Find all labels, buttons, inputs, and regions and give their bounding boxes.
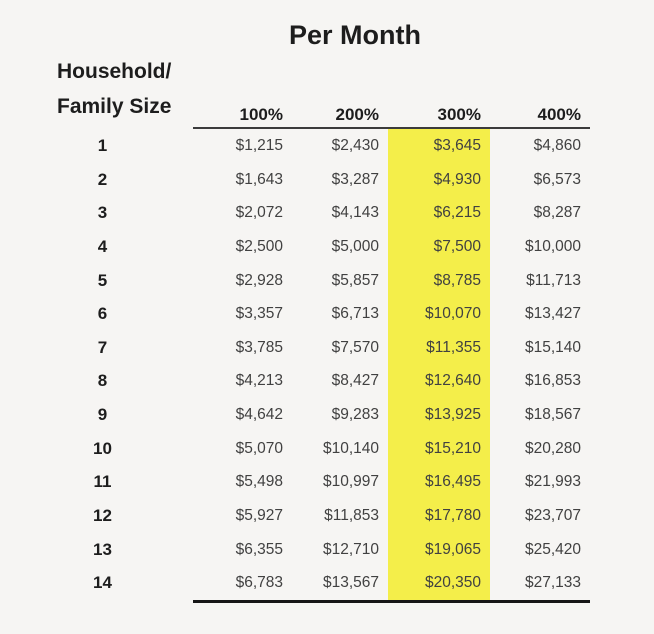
value-cell-highlighted: $10,070: [388, 297, 490, 331]
value-cell: $3,785: [235, 338, 283, 356]
value-cell: $16,853: [524, 372, 581, 390]
table-title: Per Month: [289, 20, 421, 50]
column-header-100: 100%: [239, 105, 283, 124]
bottom-rule: [193, 600, 590, 603]
value-cell: $15,140: [524, 338, 581, 356]
header-rule: [193, 127, 590, 129]
family-size-cell: 13: [93, 539, 112, 559]
value-cell-highlighted: $4,930: [388, 162, 490, 197]
value-cell: $5,498: [235, 473, 283, 491]
table-row: 4 $2,500 $5,000 $7,500 $10,000: [0, 229, 590, 264]
household-header-line1: Household/: [57, 60, 172, 83]
column-header-200: 200%: [335, 105, 379, 124]
table-row: 3 $2,072 $4,143 $6,215 $8,287: [0, 196, 590, 230]
table-row: 9 $4,642 $9,283 $13,925 $18,567: [0, 398, 590, 432]
value-cell: $5,070: [235, 439, 283, 457]
value-cell: $8,427: [331, 372, 379, 390]
table-row: 1 $1,215 $2,430 $3,645 $4,860: [0, 129, 590, 163]
column-header-300: 300%: [437, 105, 481, 124]
table-row: 2 $1,643 $3,287 $4,930 $6,573: [0, 162, 590, 197]
family-size-cell: 7: [97, 337, 108, 357]
value-cell-highlighted: $11,355: [388, 330, 490, 365]
table-row: 6 $3,357 $6,713 $10,070 $13,427: [0, 297, 590, 331]
family-size-cell: 4: [97, 236, 108, 256]
value-cell: $3,287: [331, 170, 379, 188]
value-cell: $2,928: [235, 271, 283, 289]
value-cell: $2,430: [331, 137, 379, 154]
value-cell: $11,853: [324, 506, 379, 524]
value-cell-highlighted: $8,785: [388, 263, 490, 298]
table-row: 7 $3,785 $7,570 $11,355 $15,140: [0, 330, 590, 365]
value-cell: $25,420: [524, 540, 581, 558]
value-cell: $4,143: [331, 204, 379, 222]
value-cell: $6,783: [235, 574, 283, 592]
family-size-cell: 8: [97, 371, 108, 391]
value-cell: $4,213: [235, 372, 283, 390]
table-row: 8 $4,213 $8,427 $12,640 $16,853: [0, 364, 590, 399]
value-cell: $10,997: [322, 473, 379, 491]
value-cell: $23,707: [524, 506, 581, 524]
table-row: 10 $5,070 $10,140 $15,210 $20,280: [0, 431, 590, 466]
value-cell: $13,427: [524, 305, 581, 323]
value-cell: $5,000: [331, 237, 379, 255]
table-row: 5 $2,928 $5,857 $8,785 $11,713: [0, 263, 590, 298]
family-size-cell: 12: [93, 505, 112, 525]
value-cell-highlighted: $3,645: [388, 129, 490, 163]
value-cell: $20,280: [524, 439, 581, 457]
value-cell-highlighted: $15,210: [388, 431, 490, 466]
household-header-line2: Family Size: [57, 95, 172, 118]
column-header-400: 400%: [537, 105, 581, 124]
table-row: 13 $6,355 $12,710 $19,065 $25,420: [0, 532, 590, 567]
value-cell-highlighted: $13,925: [388, 398, 490, 432]
table-body: 1 $1,215 $2,430 $3,645 $4,860 2 $1,643 $3,287 $4…: [0, 129, 590, 600]
value-cell: $9,283: [331, 406, 379, 423]
value-cell: $2,500: [235, 237, 283, 255]
family-size-cell: 1: [97, 136, 108, 155]
value-cell: $6,713: [331, 305, 379, 323]
value-cell: $21,993: [524, 473, 581, 491]
value-cell-highlighted: $7,500: [388, 229, 490, 264]
family-size-cell: 11: [93, 472, 112, 492]
table-row: 14 $6,783 $13,567 $20,350 $27,133: [0, 566, 590, 600]
value-cell: $13,567: [322, 574, 379, 592]
value-cell: $10,000: [524, 237, 581, 255]
value-cell: $3,357: [235, 305, 283, 323]
value-cell: $4,860: [533, 137, 581, 154]
value-cell: $1,215: [235, 137, 283, 154]
value-cell: $18,567: [524, 406, 581, 423]
value-cell: $5,927: [235, 506, 283, 524]
table-row: 12 $5,927 $11,853 $17,780 $23,707: [0, 498, 590, 533]
value-cell: $4,642: [235, 406, 283, 423]
value-cell: $8,287: [533, 204, 581, 222]
table-row: 11 $5,498 $10,997 $16,495 $21,993: [0, 465, 590, 499]
value-cell: $6,355: [235, 540, 283, 558]
value-cell: $2,072: [235, 204, 283, 222]
family-size-cell: 10: [93, 438, 112, 458]
value-cell-highlighted: $17,780: [388, 498, 490, 533]
family-size-cell: 2: [97, 169, 108, 189]
value-cell-highlighted: $20,350: [388, 566, 490, 600]
value-cell: $5,857: [331, 271, 379, 289]
family-size-cell: 6: [97, 304, 108, 324]
value-cell: $7,570: [331, 338, 379, 356]
family-size-cell: 14: [93, 573, 112, 593]
value-cell-highlighted: $6,215: [388, 196, 490, 230]
value-cell-highlighted: $19,065: [388, 532, 490, 567]
family-size-cell: 5: [97, 270, 108, 290]
household-family-size-header: Household/ Family Size: [57, 54, 171, 124]
family-size-cell: 9: [97, 405, 108, 424]
value-cell: $6,573: [533, 170, 581, 188]
value-cell-highlighted: $12,640: [388, 364, 490, 399]
value-cell: $27,133: [524, 574, 581, 592]
value-cell: $11,713: [526, 271, 581, 289]
value-cell-highlighted: $16,495: [388, 465, 490, 499]
family-size-cell: 3: [97, 203, 108, 223]
column-header-row: 100% 200% 300% 400%: [0, 97, 590, 126]
value-cell: $12,710: [322, 540, 379, 558]
value-cell: $10,140: [322, 439, 379, 457]
value-cell: $1,643: [235, 170, 283, 188]
